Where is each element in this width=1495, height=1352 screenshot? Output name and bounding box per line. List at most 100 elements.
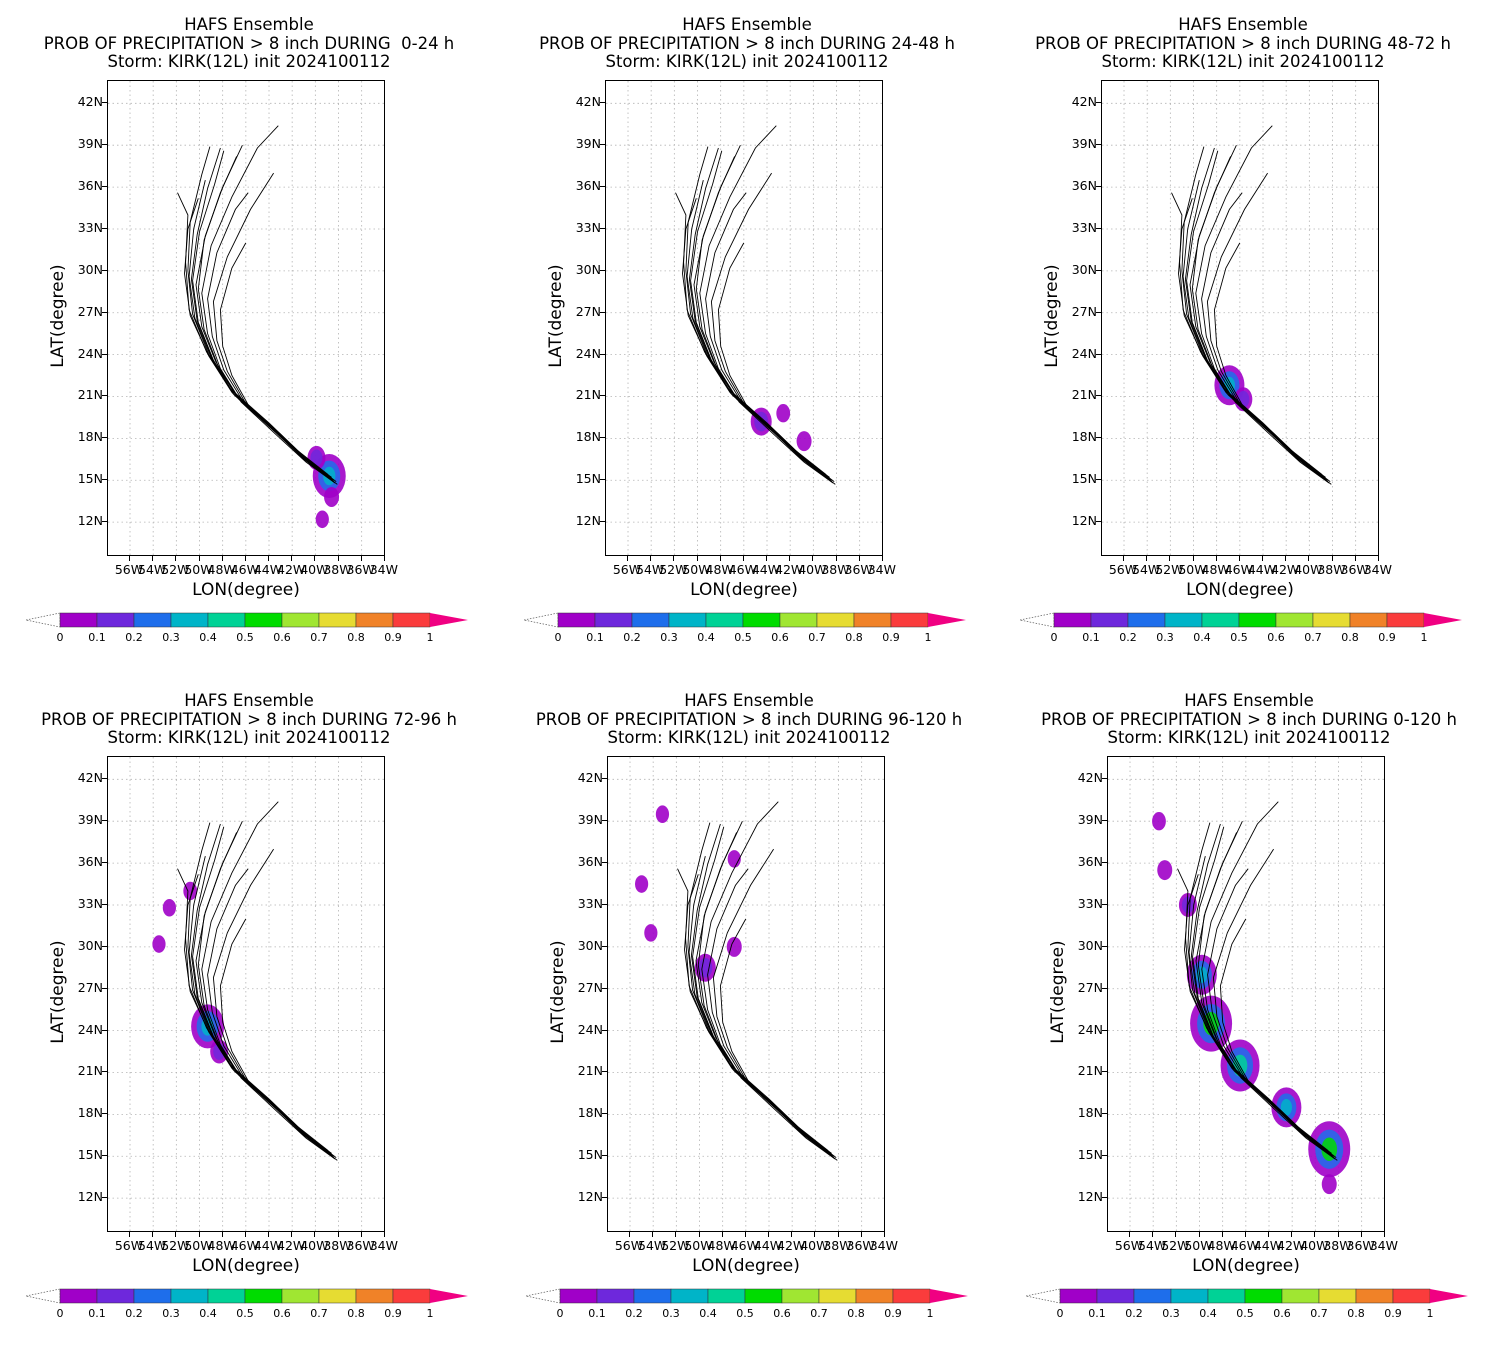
panel-title-line: PROB OF PRECIPITATION > 8 inch DURING 48… [1035, 33, 1451, 53]
lon-tick-mark [175, 556, 177, 561]
map-plot [608, 757, 884, 1231]
lat-tick-label: 21N [77, 1063, 103, 1079]
probability-patch [634, 875, 649, 893]
ensemble-track [192, 150, 332, 480]
ensemble-track [1184, 147, 1325, 480]
ensemble-track [212, 172, 337, 482]
lon-tick-mark [268, 1232, 269, 1237]
lon-tick-mark [129, 1232, 130, 1237]
colorbar-swatch [631, 612, 670, 628]
lon-tick-mark [221, 1232, 223, 1237]
lon-tick-label: 46W [730, 1238, 759, 1253]
lat-tick-mark [102, 945, 107, 947]
colorbar-label: 0 [1056, 1307, 1064, 1320]
lon-tick-mark [1146, 556, 1148, 561]
lon-tick-label: 50W [684, 1238, 713, 1253]
ensemble-track [701, 801, 836, 1160]
lon-tick-mark [175, 1232, 177, 1237]
lat-tick-mark [602, 820, 607, 822]
ensemble-track [1191, 156, 1329, 481]
map-panel: HAFS Ensemble PROB OF PRECIPITATION > 8 i… [1000, 676, 1495, 1352]
map-plot [606, 81, 882, 555]
colorbar-underflow-triangle [1026, 1288, 1061, 1304]
lat-tick-label: 27N [575, 303, 601, 319]
lon-tick-label: 34W [867, 562, 896, 577]
colorbar-label: 0.1 [586, 631, 604, 644]
lat-tick-mark [102, 778, 107, 780]
colorbar-swatch [668, 612, 707, 628]
lon-tick-mark [360, 1232, 362, 1237]
panel-title-line: Storm: KIRK(12L) init 2024100112 [1107, 728, 1391, 748]
lat-tick-label: 21N [77, 387, 103, 403]
lon-tick-mark [268, 556, 269, 561]
colorbar-swatch [244, 1288, 283, 1304]
lat-tick-mark [602, 1155, 607, 1157]
lon-tick-label: 34W [369, 562, 398, 577]
lat-tick-label: 15N [77, 1147, 103, 1163]
colorbar-label: 0.6 [771, 631, 789, 644]
lon-tick-mark [1360, 1232, 1362, 1237]
lat-tick-mark [602, 1113, 607, 1115]
colorbar-swatch [1053, 612, 1092, 628]
lat-tick-mark [102, 269, 107, 271]
colorbar: 0 0.1 0.2 0.3 0.4 0.5 0.6 0.7 0.8 0.9 1 [1026, 1288, 1476, 1322]
colorbar-swatch [1201, 612, 1240, 628]
colorbar-label: 0.4 [199, 631, 217, 644]
lon-tick-mark [198, 556, 200, 561]
colorbar-label: 0 [1050, 631, 1058, 644]
lon-tick-label: 44W [751, 562, 781, 577]
lat-tick-label: 39N [577, 812, 603, 828]
lon-tick-label: 50W [1184, 1238, 1213, 1253]
lon-tick-mark [1198, 1232, 1200, 1237]
ensemble-track [201, 125, 336, 484]
lat-tick-mark [602, 862, 607, 864]
colorbar-overflow-triangle [1424, 613, 1462, 627]
panel-title-line: PROB OF PRECIPITATION > 8 inch DURING 96… [535, 709, 963, 729]
colorbar-label: 0.1 [1082, 631, 1100, 644]
ensemble-track [192, 826, 332, 1156]
lon-tick-mark [629, 1232, 630, 1237]
lat-tick-label: 39N [77, 812, 103, 828]
lat-tick-label: 30N [1071, 261, 1097, 277]
lat-tick-label: 33N [77, 895, 103, 911]
lat-tick-mark [102, 353, 107, 355]
lon-tick-mark [1123, 556, 1124, 561]
colorbar-label: 0 [556, 1307, 564, 1320]
lon-tick-mark [860, 1232, 862, 1237]
lat-tick-mark [1096, 186, 1101, 188]
probability-patch [162, 898, 176, 917]
lat-tick-label: 27N [77, 979, 103, 995]
lon-tick-label: 38W [821, 562, 850, 577]
lat-tick-mark [1102, 1197, 1107, 1199]
colorbar-label: 0.5 [736, 1307, 754, 1320]
ensemble-track [197, 832, 335, 1157]
lon-tick-label: 54W [1132, 562, 1161, 577]
lon-tick-label: 34W [369, 1238, 398, 1253]
lon-tick-mark [837, 1232, 839, 1237]
lon-tick-label: 50W [682, 562, 711, 577]
lon-tick-mark [719, 556, 721, 561]
ensemble-track [690, 823, 831, 1156]
lat-tick-mark [102, 311, 107, 313]
map-frame [605, 80, 883, 556]
lon-tick-mark [627, 556, 628, 561]
lat-tick-mark [600, 311, 605, 313]
lat-tick-label: 30N [77, 937, 103, 953]
map-frame [107, 80, 385, 556]
lat-tick-mark [602, 1029, 607, 1031]
lat-tick-mark [602, 945, 607, 947]
lon-tick-mark [883, 1232, 885, 1237]
lon-tick-label: 34W [869, 1238, 898, 1253]
lat-tick-mark [1102, 903, 1107, 905]
lon-tick-mark [744, 1232, 746, 1237]
ensemble-track [1213, 242, 1332, 485]
y-axis-label: LAT(degree) [48, 264, 68, 368]
lat-tick-label: 18N [575, 429, 601, 445]
lat-tick-label: 21N [577, 1063, 603, 1079]
colorbar-swatch [1238, 612, 1277, 628]
colorbar-swatch [818, 1288, 857, 1304]
lon-tick-label: 42W [277, 562, 306, 577]
lon-tick-mark [1285, 556, 1287, 561]
colorbar-label: 0.9 [1378, 631, 1396, 644]
lat-tick-label: 36N [77, 178, 103, 194]
